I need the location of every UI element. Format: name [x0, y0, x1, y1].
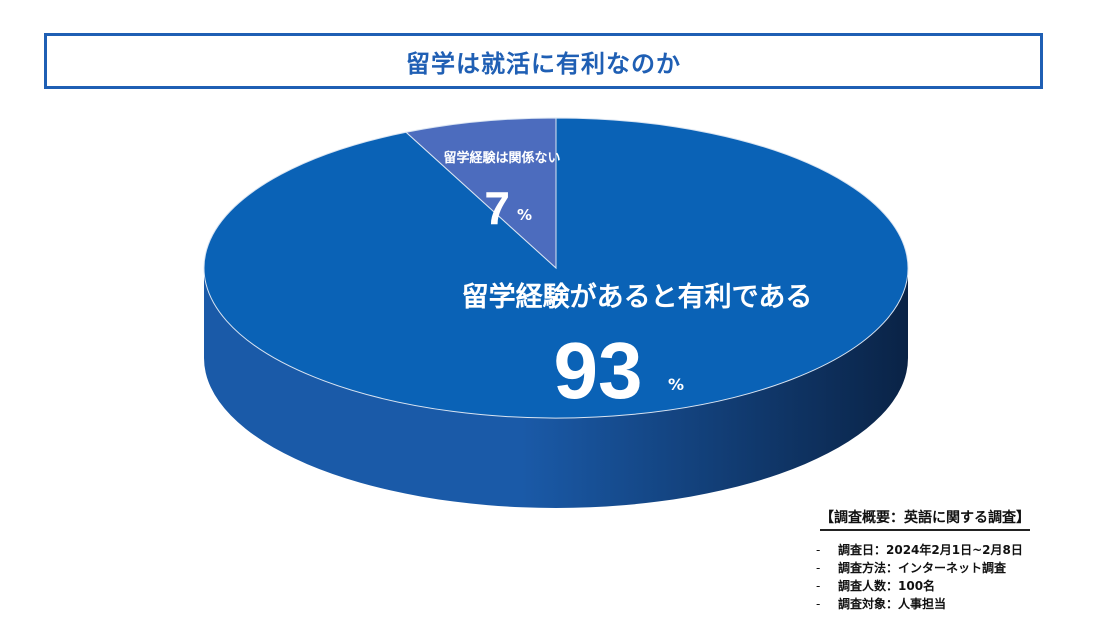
list-dash: - — [816, 597, 821, 611]
survey-title: 【調査概要：英語に関する調査】 — [820, 507, 1030, 531]
pie-slice-unrelated — [405, 117, 557, 270]
page-title: 留学は就活に有利なのか — [406, 49, 681, 78]
survey-count: 調査人数：100名 — [838, 579, 936, 593]
survey-item-target: - 調査対象：人事担当 — [816, 595, 1100, 613]
list-dash: - — [816, 579, 821, 593]
survey-date: 調査日：2024年2月1日~2月8日 — [838, 543, 1023, 557]
list-dash: - — [816, 561, 821, 575]
slice-value-advantage: 93 — [554, 326, 643, 415]
slice-unit-advantage: % — [668, 375, 684, 394]
slice-unit-unrelated: % — [517, 206, 532, 224]
slice-label-advantage: 留学経験があると有利である — [462, 281, 813, 313]
survey-list: - 調査日：2024年2月1日~2月8日 - 調査方法：インターネット調査 - … — [816, 541, 1100, 613]
survey-item-method: - 調査方法：インターネット調査 — [816, 559, 1100, 577]
survey-item-date: - 調査日：2024年2月1日~2月8日 — [816, 541, 1100, 559]
survey-method: 調査方法：インターネット調査 — [838, 561, 1007, 575]
title-box: 留学は就活に有利なのか — [44, 33, 1043, 89]
slice-label-unrelated: 留学経験は関係ない — [443, 150, 560, 166]
survey-target: 調査対象：人事担当 — [838, 597, 947, 611]
pie-side-wall — [204, 268, 908, 508]
survey-summary: 【調査概要：英語に関する調査】 - 調査日：2024年2月1日~2月8日 - 調… — [816, 507, 1100, 613]
slice-value-unrelated: 7 — [484, 182, 510, 234]
survey-item-count: - 調査人数：100名 — [816, 577, 1100, 595]
list-dash: - — [816, 543, 821, 557]
